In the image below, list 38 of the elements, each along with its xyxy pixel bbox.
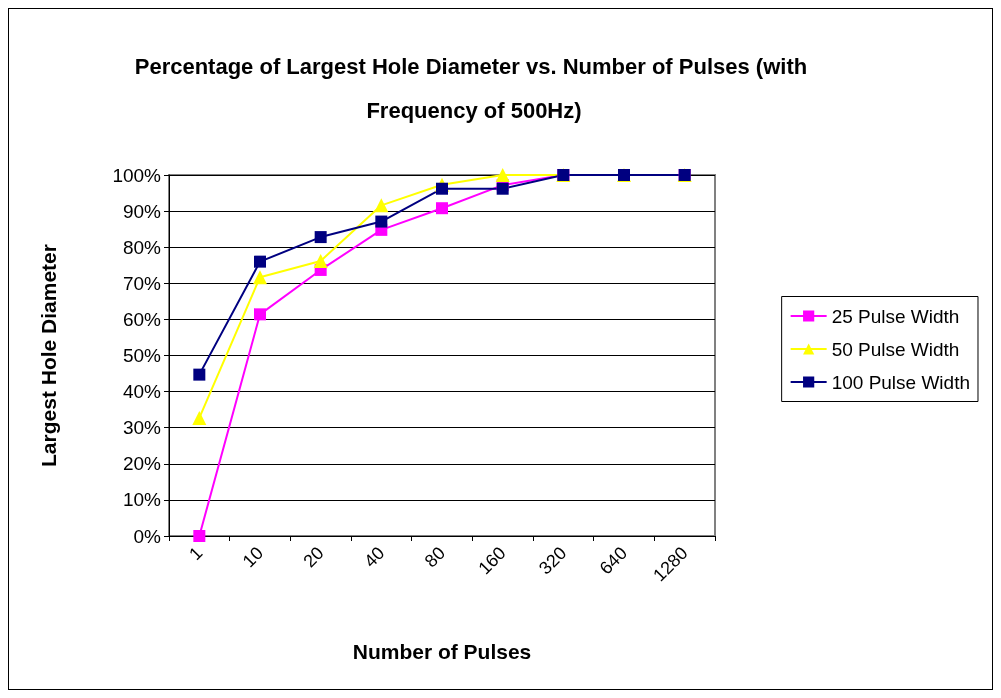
x-tick-label: 640 (595, 542, 632, 579)
y-tick-label: 70% (122, 272, 162, 294)
point (436, 182, 448, 195)
point (375, 215, 388, 228)
point (374, 198, 389, 213)
y-tick-label: 20% (122, 453, 162, 475)
y-tick-label: 50% (122, 345, 162, 366)
y-tick-label: 60% (122, 308, 162, 330)
y-tick-label: 0% (133, 525, 162, 547)
y-tick-label: 40% (122, 381, 162, 403)
x-tick-label: 40 (360, 542, 389, 572)
x-axis-title: Number of Pulses (352, 640, 532, 663)
legend-label: 50 Pulse Width (831, 338, 960, 360)
y-tick-label: 90% (122, 200, 162, 222)
legend-label: 25 Pulse Width (831, 305, 960, 327)
x-tick-label: 160 (474, 542, 510, 579)
legend-label: 100 Pulse Width (831, 371, 971, 393)
x-tick-label: 80 (420, 542, 450, 572)
point (253, 270, 267, 285)
point (436, 202, 448, 215)
point (193, 530, 206, 542)
x-tick-label: 10 (238, 542, 268, 572)
x-tick-label: 1 (185, 542, 207, 565)
y-tick-label: 30% (122, 417, 162, 439)
y-tick-label: 10% (122, 489, 162, 511)
point (254, 255, 266, 268)
y-tick-label: 80% (122, 236, 162, 258)
point (313, 253, 328, 268)
point (192, 410, 207, 425)
chart-title: Percentage of Largest Hole Diameter vs. Number of Pulses (with Frequency of 500Hz) (134, 53, 814, 123)
y-axis-title: Largest Hole Diameter (37, 244, 60, 467)
point (314, 231, 327, 244)
point (495, 168, 510, 182)
x-tick-label: 20 (299, 542, 328, 572)
point (193, 368, 206, 381)
x-tick-label: 320 (535, 542, 571, 579)
point (254, 308, 266, 321)
y-tick-label: 100% (112, 164, 162, 186)
